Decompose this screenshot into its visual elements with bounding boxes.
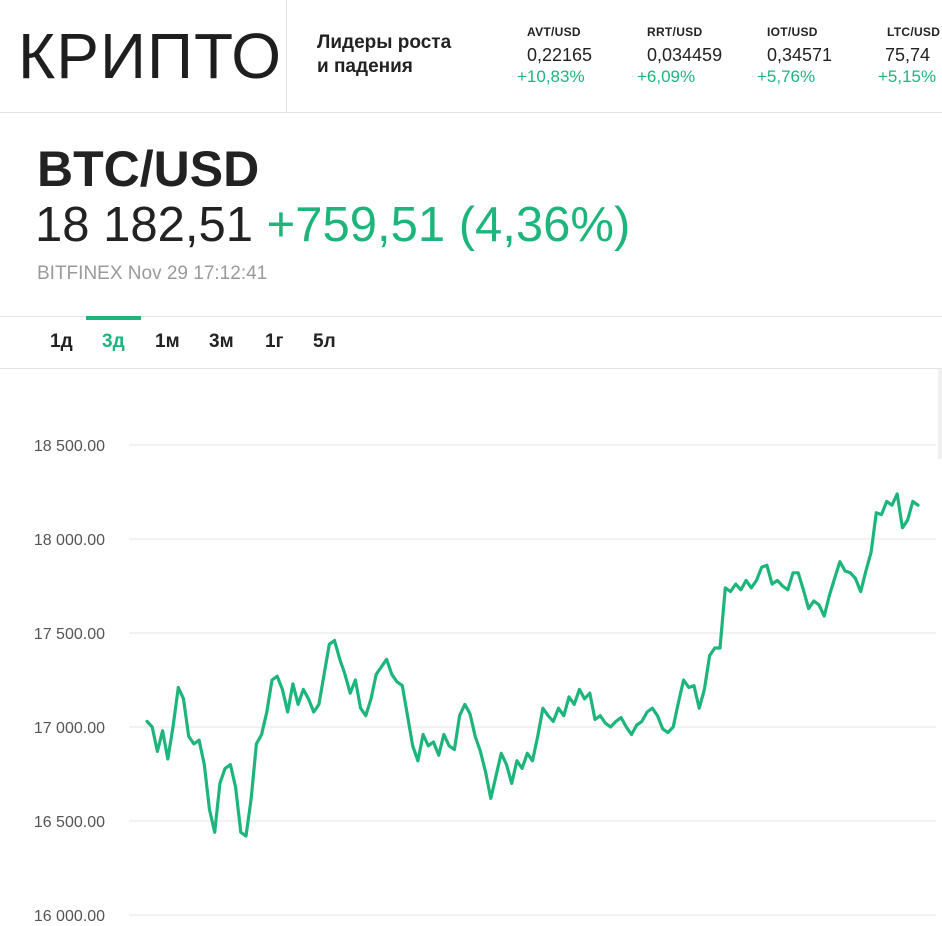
leaders-heading: Лидеры роста и падения [317, 31, 487, 79]
pair-title: BTC/USD [37, 141, 260, 197]
price-chart[interactable]: 16 000.00 16 500.00 17 000.00 17 500.00 18 0… [0, 369, 942, 926]
series-layer [145, 492, 920, 838]
y-tick-label: 18 500.00 [34, 438, 105, 455]
leaders-heading-line1: Лидеры роста [317, 32, 452, 53]
price-change: +759,51 (4,36%) [266, 198, 631, 252]
ticker-symbol: LTC/USD [887, 25, 941, 39]
y-axis: 16 000.00 16 500.00 17 000.00 17 500.00 18 0… [34, 438, 105, 925]
tab-1d[interactable]: 1д [50, 331, 73, 352]
header-divider [286, 0, 287, 112]
price-line: 18 182,51 +759,51 (4,36%) [35, 196, 630, 254]
y-tick-label: 16 000.00 [34, 908, 105, 925]
ticker-iot[interactable]: IOT/USD 0,34571 +5,76% [757, 25, 832, 87]
ticker-symbol: IOT/USD [767, 25, 818, 39]
ticker-rrt[interactable]: RRT/USD 0,034459 +6,09% [637, 25, 722, 87]
tab-3m[interactable]: 3м [209, 331, 234, 352]
y-tick-label: 16 500.00 [34, 814, 105, 831]
ticker-price: 75,74 [885, 45, 931, 65]
tabs-top-divider [0, 316, 942, 317]
current-price: 18 182,51 [35, 198, 253, 252]
ticker-price: 0,034459 [647, 45, 723, 65]
ticker-price: 0,34571 [767, 45, 833, 65]
top-header: КРИПТО Лидеры роста и падения AVT/USD 0,… [0, 0, 942, 113]
y-tick-label: 17 000.00 [34, 720, 105, 737]
tab-5y[interactable]: 5л [313, 331, 336, 352]
tabs-bottom-divider [0, 368, 942, 369]
ticker-symbol: AVT/USD [527, 25, 581, 39]
chart-scrollbar[interactable] [938, 369, 942, 459]
ticker-change: +5,15% [878, 67, 937, 86]
ticker-price: 0,22165 [527, 45, 593, 65]
leaders-heading-line2: и падения [317, 56, 413, 77]
ticker-change: +6,09% [637, 67, 696, 86]
period-tabs: 1д 3д 1м 3м 1г 5л [0, 317, 942, 368]
ticker-ltc[interactable]: LTC/USD 75,74 +5,15% [877, 25, 940, 87]
y-tick-label: 18 000.00 [34, 532, 105, 549]
series-line-btc-usd[interactable] [145, 492, 920, 838]
ticker-change: +10,83% [517, 67, 585, 86]
tab-3d[interactable]: 3д [102, 331, 125, 352]
chart-grid [129, 444, 936, 916]
ticker-avt[interactable]: AVT/USD 0,22165 +10,83% [517, 25, 592, 87]
site-logo[interactable]: КРИПТО [18, 20, 282, 92]
ticker-change: +5,76% [757, 67, 816, 86]
tab-1m[interactable]: 1м [155, 331, 180, 352]
y-tick-label: 17 500.00 [34, 626, 105, 643]
active-tab-indicator [86, 316, 141, 320]
ticker-symbol: RRT/USD [647, 25, 703, 39]
tab-1y[interactable]: 1г [265, 331, 284, 352]
price-chart-svg[interactable]: 16 000.00 16 500.00 17 000.00 17 500.00 18 0… [0, 369, 942, 926]
quote-source-timestamp: BITFINEX Nov 29 17:12:41 [37, 263, 268, 284]
